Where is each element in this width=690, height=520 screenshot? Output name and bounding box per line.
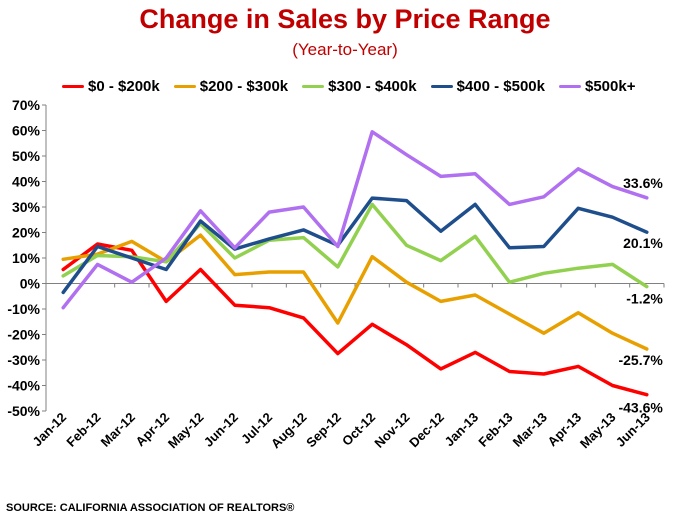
x-tick-label: May-13 [577,410,619,452]
y-tick-label: 40% [12,174,41,190]
x-tick-label: Aug-12 [268,410,310,452]
x-tick-label: Dec-12 [406,410,447,451]
y-tick-label: 20% [12,225,41,241]
series-line-2 [61,202,649,289]
legend-swatch-series-2 [302,85,325,88]
y-tick-label: 60% [12,123,41,139]
legend-swatch-series-0 [62,85,84,88]
legend-item-series-1: $200 - $300k [173,78,289,95]
y-tick-label: -50% [7,403,40,419]
series-line-0 [61,242,649,397]
y-tick-label: 70% [12,97,41,113]
series-line-4 [61,130,649,310]
series-line-3 [61,196,649,295]
x-tick-label: Mar-12 [98,410,138,450]
source-note: SOURCE: CALIFORNIA ASSOCIATION OF REALTO… [6,502,295,514]
x-tick-label: Jun-12 [201,410,241,450]
x-tick-label: Feb-13 [475,410,515,450]
y-tick-label: -20% [7,327,40,343]
x-tick-label: Sep-12 [303,410,344,451]
y-tick-label: 30% [12,199,41,215]
y-tick-label: -10% [7,301,40,317]
legend-label-series-3: $400 - $500k [456,78,545,95]
x-tick-label: Nov-12 [371,410,412,451]
end-label-series-1: -25.7% [618,352,663,368]
end-label-series-3: 20.1% [623,235,663,251]
end-label-series-2: -1.2% [626,291,663,307]
y-tick-label: -30% [7,352,40,368]
y-tick-label: 50% [12,148,41,164]
chart-title: Change in Sales by Price Range [139,4,551,34]
legend-item-series-0: $0 - $200k [62,78,160,95]
end-label-series-4: 33.6% [623,175,663,191]
legend-swatch-series-1 [173,85,196,88]
legend-swatch-series-3 [430,85,453,88]
legend-item-series-3: $400 - $500k [430,78,545,95]
chart-subtitle: (Year-to-Year) [292,40,398,59]
end-label-series-0: -43.6% [618,400,663,416]
legend-label-series-1: $200 - $300k [199,78,289,95]
series-line-1 [61,233,649,351]
legend-item-series-2: $300 - $400k [302,78,417,95]
x-tick-label: Feb-12 [63,410,103,450]
x-tick-label: Mar-13 [510,410,550,450]
legend-label-series-0: $0 - $200k [88,78,160,95]
y-tick-label: 0% [20,276,41,292]
legend-swatch-series-4 [559,85,581,88]
legend-label-series-4: $500k+ [585,78,636,95]
legend-label-series-2: $300 - $400k [328,78,417,95]
x-tick-label: Jan-13 [442,410,482,450]
y-tick-label: 10% [12,250,41,266]
x-tick-label: May-12 [165,410,207,452]
line-chart: -50% -40% -30% -20% -10% 0% 10% 20% 30% 40% 50% 60%… [7,97,665,452]
chart-legend: $0 - $200k $200 - $300k $300 - $400k $40… [62,78,635,95]
legend-item-series-4: $500k+ [559,78,635,95]
x-tick-label: Oct-12 [339,410,378,449]
y-tick-label: -40% [7,378,40,394]
